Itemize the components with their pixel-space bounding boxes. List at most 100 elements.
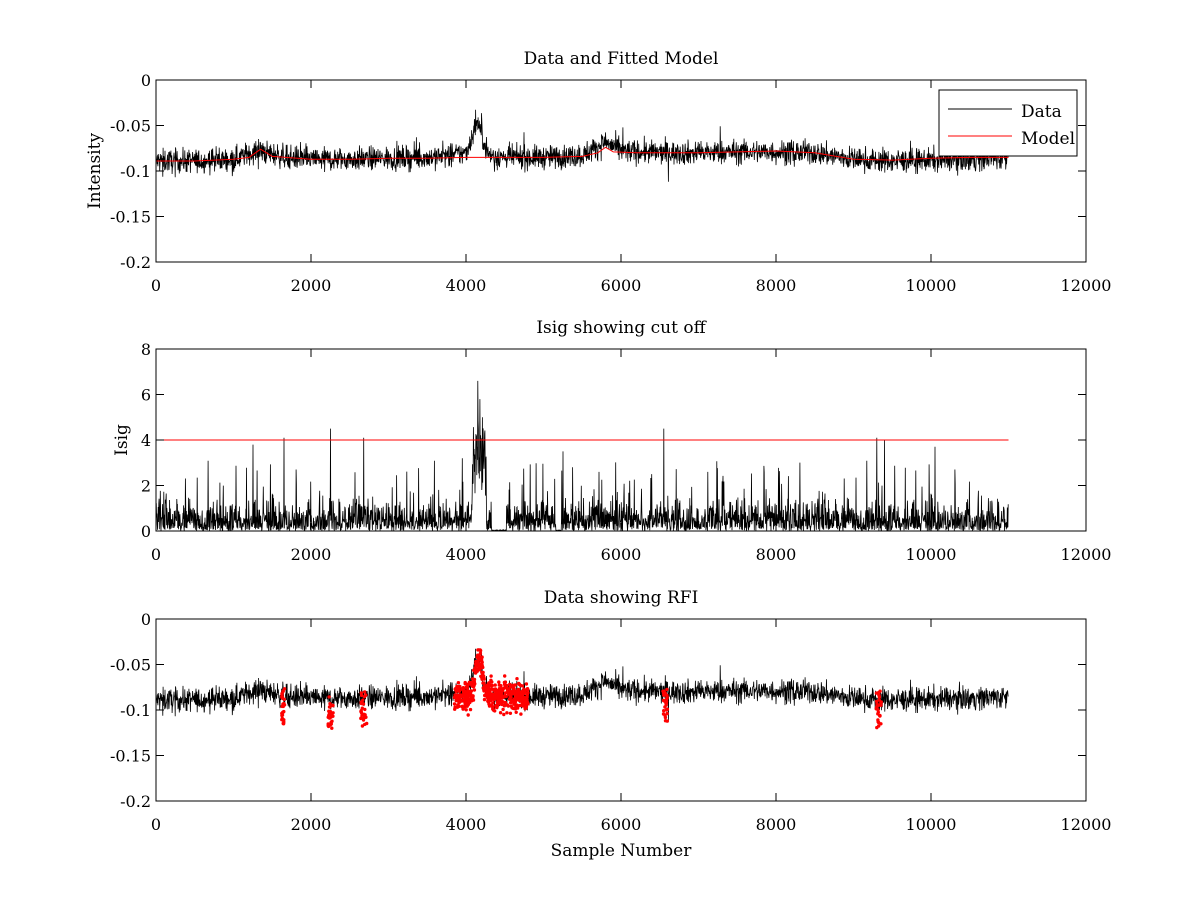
axes-box [155,348,1087,532]
legend-entry-model: Model [1021,129,1075,149]
axes-box [155,79,1087,263]
rfi-point [665,687,669,692]
series-group [156,380,1009,531]
rfi-point [503,674,507,678]
rfi-point [497,700,501,705]
rfi-point [359,700,363,704]
rfi-point [466,698,471,702]
rfi-point [493,709,497,713]
rfi-point [452,702,457,706]
rfi-point [489,674,493,678]
axes-box [155,618,1087,802]
rfi-point [466,713,470,717]
chart-panel-isig: 0 2000 4000 6000 8000 10000 12000 0 2 4 6 8 Isig sh… [112,318,1111,564]
rfi-point [526,688,530,692]
tick-label-layer: 0 2000 4000 6000 8000 10000 12000 0 2 4 6 8 [141,340,1112,564]
rfi-point [480,655,484,660]
series-group [156,648,1009,730]
x-tick-label: 8000 [756,815,797,834]
rfi-point [359,709,363,714]
rfi-point [465,685,469,689]
rfi-region [280,687,287,726]
rfi-point [482,681,486,685]
y-axis-label: Isig [112,424,132,456]
rfi-point [515,677,519,681]
rfi-point [481,686,485,690]
rfi-point [363,715,367,720]
rfi-point [480,665,484,669]
rfi-point [524,682,529,686]
rfi-point [280,718,284,722]
rfi-point [282,720,286,724]
x-tick-label: 12000 [1061,545,1112,564]
rfi-point [514,705,518,709]
rfi-point [472,688,477,692]
x-tick-label: 12000 [1061,276,1112,295]
rfi-point [878,689,882,693]
rfi-point [517,682,522,687]
y-tick-label: -0.15 [110,208,151,227]
y-tick-label: -0.05 [110,117,151,136]
rfi-point [282,703,287,707]
rfi-point [328,710,332,714]
rfi-point [465,695,469,699]
y-tick-label: -0.2 [120,792,151,811]
rfi-point [663,705,667,709]
rfi-region [359,690,369,728]
rfi-point [512,701,516,706]
rfi-point [875,702,879,706]
y-tick-label: 8 [141,340,151,359]
rfi-point [327,695,331,699]
x-tick-label: 10000 [906,276,957,295]
rfi-point [479,674,483,678]
rfi-point [519,703,523,708]
rfi-point [460,695,464,699]
rfi-point [522,688,526,692]
rfi-point [362,712,366,716]
rfi-point [502,682,507,687]
rfi-point [473,671,478,675]
rfi-point [525,691,530,695]
legend-box [938,89,1078,157]
chart-panel-data-and-model: 0 2000 4000 6000 8000 10000 12000 0 -0.05 -0.1 -0.… [85,49,1111,295]
rfi-point [874,705,879,709]
y-tick-label: -0.05 [110,656,151,675]
rfi-point [489,687,493,691]
rfi-point [472,677,477,682]
rfi-point [331,714,335,718]
rfi-point [526,702,530,706]
rfi-point [456,681,461,685]
rfi-point [665,711,669,716]
rfi-point [362,695,367,699]
rfi-point [363,690,367,694]
rfi-point [493,683,497,687]
rfi-point [360,706,364,710]
series-group [156,109,1009,182]
rfi-point [878,714,882,718]
plot-area [156,80,1086,262]
rfi-point [506,704,510,708]
rfi-point [513,696,518,700]
series-layer [156,109,1009,182]
rfi-point [663,715,668,720]
x-tick-label: 6000 [601,545,642,564]
y-tick-label: -0.2 [120,253,151,272]
x-tick-label: 8000 [756,276,797,295]
y-tick-label: 4 [141,431,151,450]
rfi-point [661,712,666,716]
y-tick-label: -0.15 [110,747,151,766]
rfi-point [359,691,363,695]
rfi-point [281,689,285,693]
rfi-region [452,648,530,717]
x-tick-label: 0 [151,545,161,564]
rfi-point [502,712,506,717]
rfi-point [462,688,466,692]
rfi-point [464,708,468,712]
y-tick-label: -0.1 [120,162,151,181]
rfi-point [470,697,474,701]
rfi-point [466,689,470,693]
rfi-point [361,718,366,722]
rfi-point [491,692,495,696]
rfi-point [472,668,477,672]
rfi-point [486,686,491,690]
